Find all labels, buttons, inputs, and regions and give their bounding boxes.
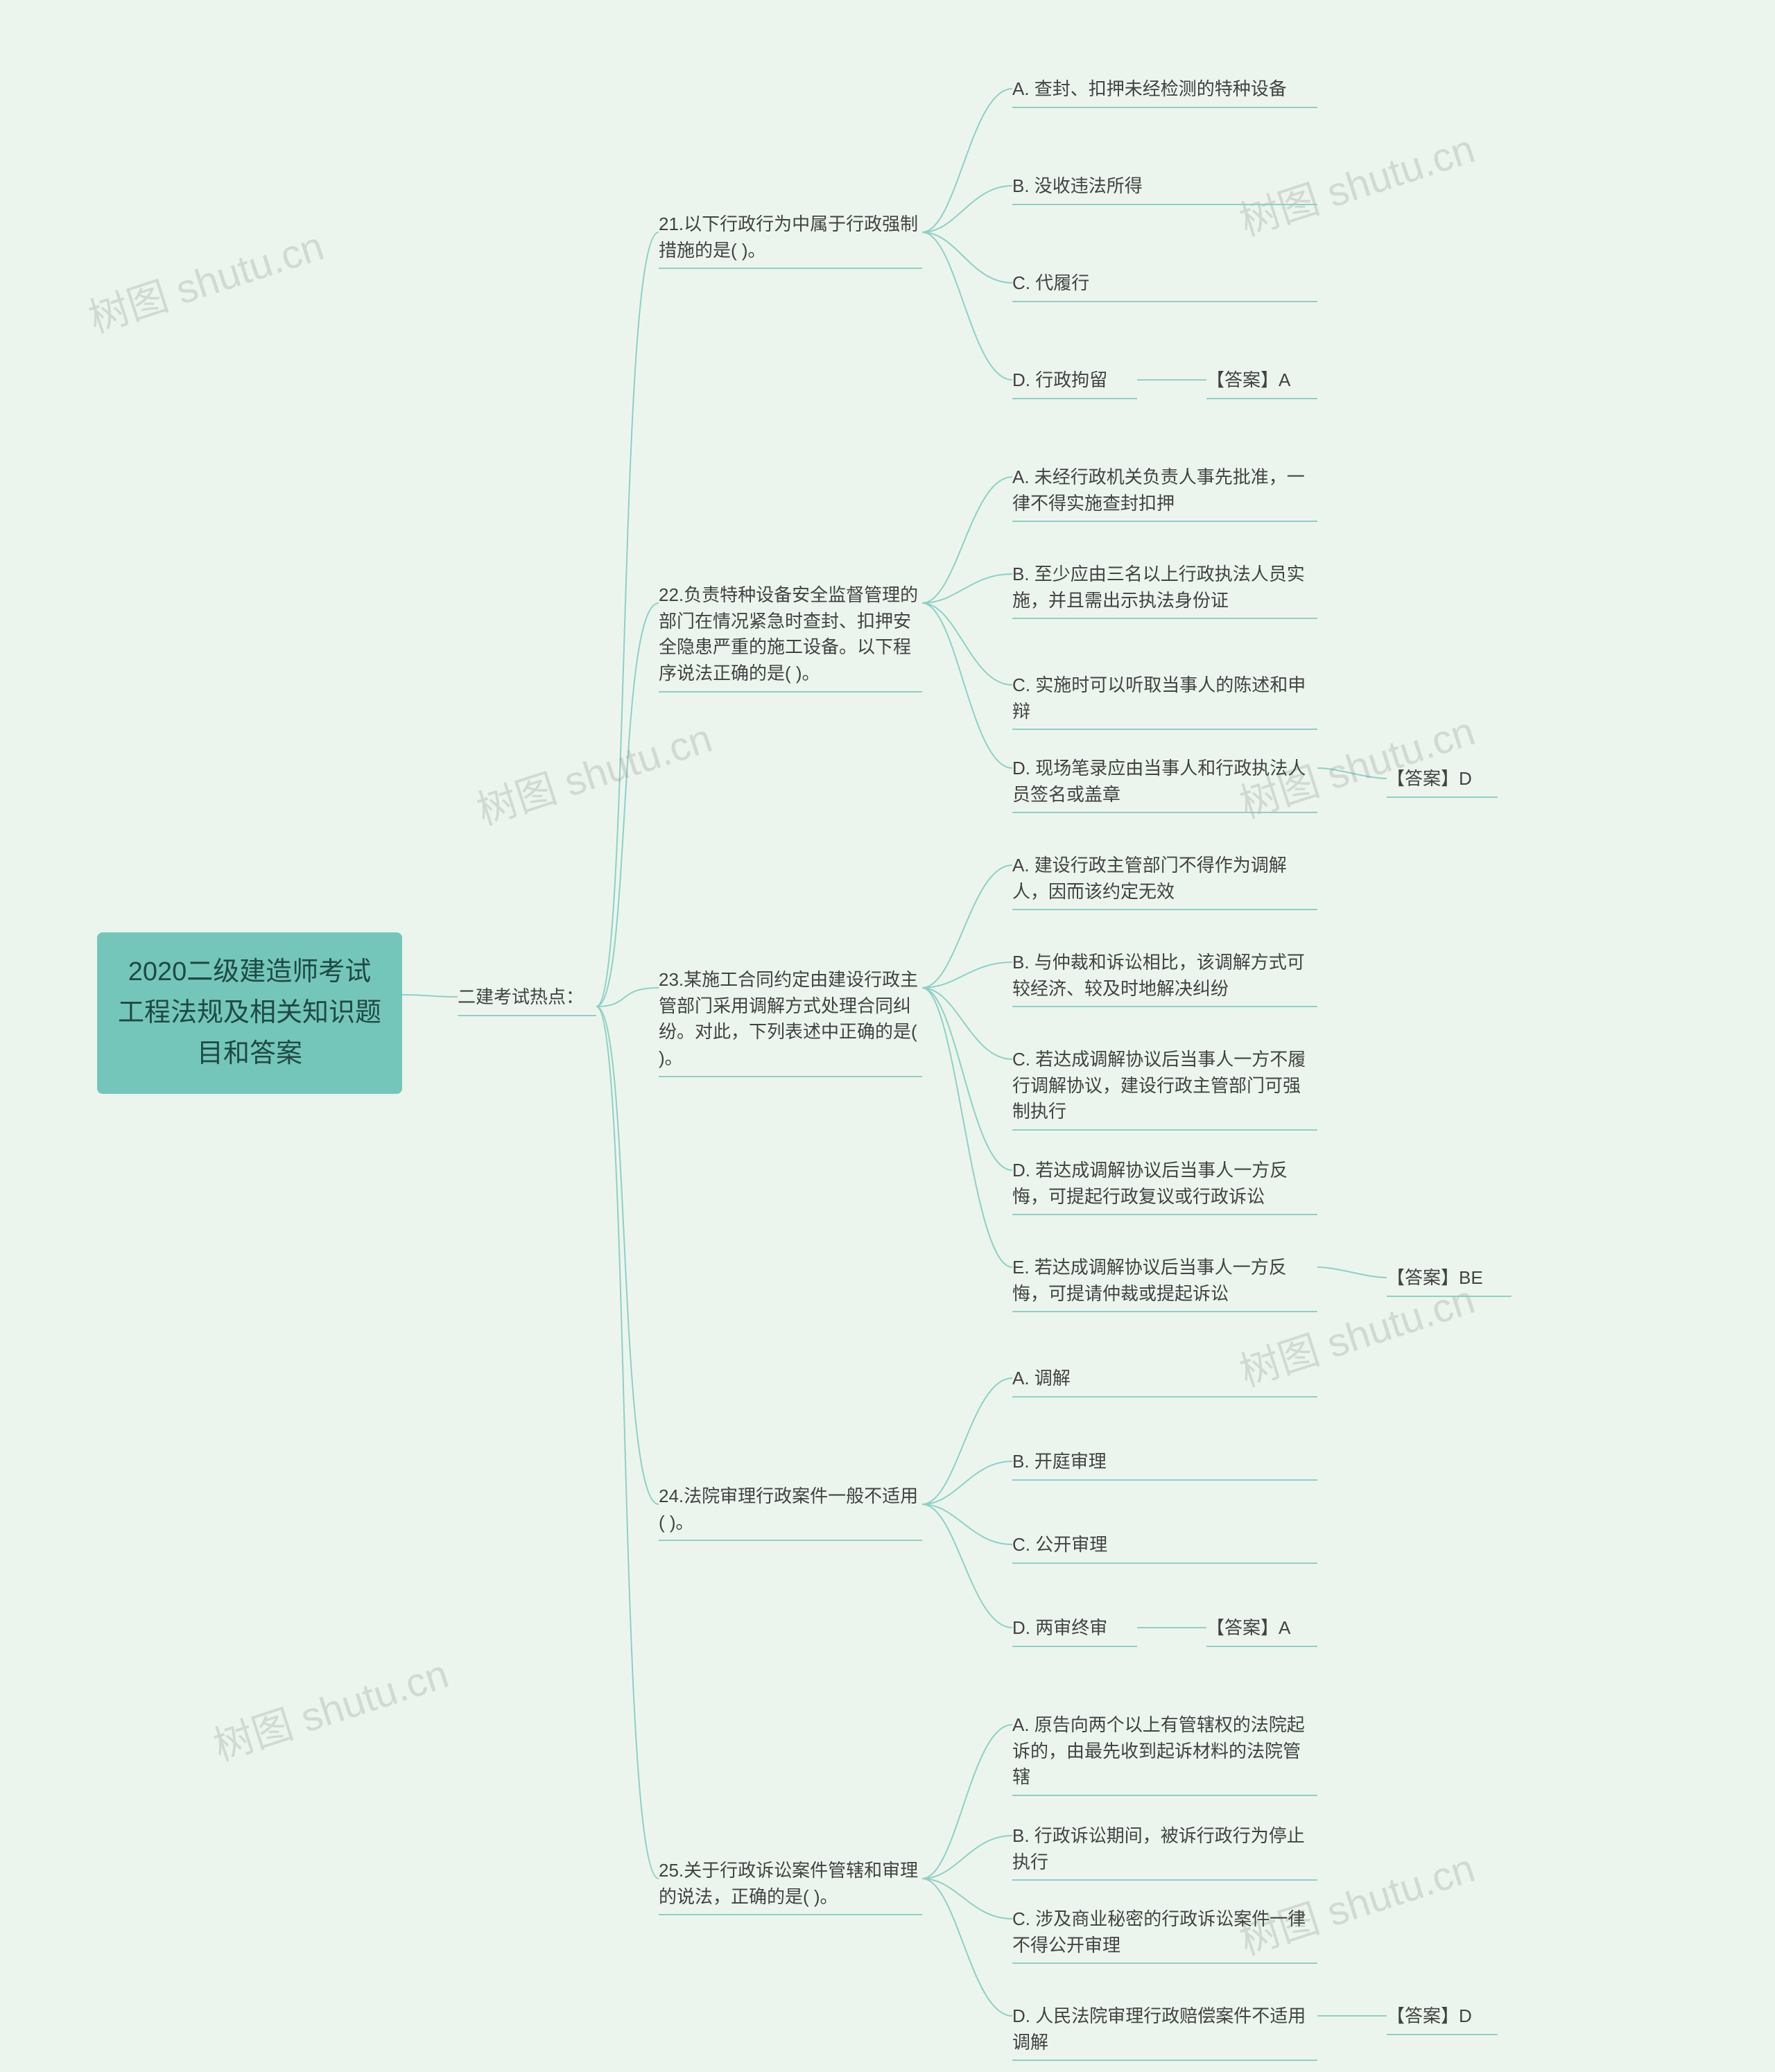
answer-q21d: 【答案】A: [1206, 367, 1317, 399]
option-q24b: B. 开庭审理: [1012, 1449, 1317, 1481]
root-node: 2020二级建造师考试工程法规及相关知识题目和答案: [97, 932, 402, 1094]
option-q24a: A. 调解: [1012, 1366, 1317, 1398]
option-q23e: E. 若达成调解协议后当事人一方反悔，可提请仲裁或提起诉讼: [1012, 1255, 1317, 1312]
option-q25d: D. 人民法院审理行政赔偿案件不适用调解: [1012, 2003, 1317, 2061]
option-q22c: C. 实施时可以听取当事人的陈述和申辩: [1012, 672, 1317, 730]
question-q23: 23.某施工合同约定由建设行政主管部门采用调解方式处理合同纠纷。对此，下列表述中…: [659, 967, 922, 1077]
option-q22a: A. 未经行政机关负责人事先批准，一律不得实施查封扣押: [1012, 464, 1317, 522]
option-q21d: D. 行政拘留: [1012, 367, 1137, 399]
option-q23b: B. 与仲裁和诉讼相比，该调解方式可较经济、较及时地解决纠纷: [1012, 950, 1317, 1007]
option-q21b: B. 没收违法所得: [1012, 173, 1317, 205]
answer-q23e: 【答案】BE: [1387, 1265, 1512, 1297]
question-q21: 21.以下行政行为中属于行政强制措施的是( )。: [659, 211, 922, 269]
level2-node: 二建考试热点：: [458, 984, 596, 1016]
option-q24c: C. 公开审理: [1012, 1532, 1317, 1564]
question-q25: 25.关于行政诉讼案件管辖和审理的说法，正确的是( )。: [659, 1858, 922, 1915]
option-q21a: A. 查封、扣押未经检测的特种设备: [1012, 76, 1317, 108]
option-q23a: A. 建设行政主管部门不得作为调解人，因而该约定无效: [1012, 853, 1317, 910]
watermark: 树图 shutu.cn: [205, 1642, 455, 1772]
option-q21c: C. 代履行: [1012, 270, 1317, 302]
watermark: 树图 shutu.cn: [469, 706, 718, 836]
option-q25c: C. 涉及商业秘密的行政诉讼案件一律不得公开审理: [1012, 1906, 1317, 1964]
option-q22d: D. 现场笔录应由当事人和行政执法人员签名或盖章: [1012, 756, 1317, 813]
question-q22: 22.负责特种设备安全监督管理的部门在情况紧急时查封、扣押安全隐患严重的施工设备…: [659, 582, 922, 693]
option-q24d: D. 两审终审: [1012, 1615, 1137, 1647]
answer-q22d: 【答案】D: [1387, 766, 1498, 798]
answer-q24d: 【答案】A: [1206, 1615, 1317, 1647]
watermark: 树图 shutu.cn: [80, 214, 330, 344]
option-q23c: C. 若达成调解协议后当事人一方不履行调解协议，建设行政主管部门可强制执行: [1012, 1047, 1317, 1131]
option-q23d: D. 若达成调解协议后当事人一方反悔，可提起行政复议或行政诉讼: [1012, 1158, 1317, 1215]
question-q24: 24.法院审理行政案件一般不适用( )。: [659, 1483, 922, 1541]
answer-q25d: 【答案】D: [1387, 2003, 1498, 2035]
option-q25a: A. 原告向两个以上有管辖权的法院起诉的，由最先收到起诉材料的法院管辖: [1012, 1712, 1317, 1796]
option-q22b: B. 至少应由三名以上行政执法人员实施，并且需出示执法身份证: [1012, 561, 1317, 619]
option-q25b: B. 行政诉讼期间，被诉行政行为停止执行: [1012, 1823, 1317, 1881]
